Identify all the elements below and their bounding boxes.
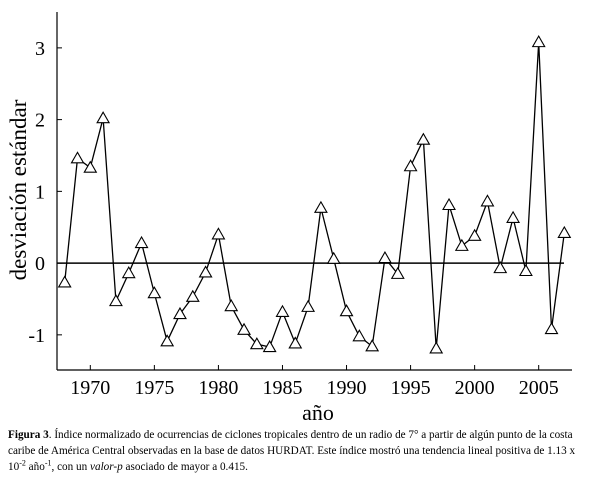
x-tick-label: 1990 (327, 377, 367, 399)
y-tick-label: 3 (35, 38, 45, 60)
point-marker (313, 200, 328, 213)
point-marker (211, 227, 226, 240)
point-marker (531, 35, 546, 48)
caption-text: , con un (51, 461, 91, 473)
point-marker (326, 251, 341, 264)
x-tick-label: 1975 (134, 377, 174, 399)
point-marker (493, 261, 508, 274)
point-marker (160, 334, 175, 347)
point-marker (442, 197, 456, 211)
point-marker (147, 286, 162, 299)
point-marker (121, 266, 136, 279)
data-line (64, 42, 565, 349)
point-marker (57, 275, 72, 288)
point-marker (301, 299, 316, 312)
caption-italic: valor-p (90, 461, 123, 473)
caption-text: año (25, 461, 45, 473)
x-tick-label: 2005 (519, 377, 559, 399)
y-axis-label: desviación estándar (6, 99, 31, 280)
point-marker (518, 263, 533, 277)
point-marker (134, 235, 149, 249)
point-marker (378, 250, 392, 264)
point-marker (173, 306, 187, 320)
point-marker (275, 304, 290, 317)
x-axis-label: año (302, 400, 334, 424)
point-marker (96, 111, 111, 124)
y-tick-label: 1 (35, 181, 45, 203)
caption-text: . Índice normalizado de ocurrencias de c… (8, 429, 576, 473)
point-marker (70, 151, 85, 164)
point-marker (416, 132, 431, 145)
caption-sup: -1 (44, 458, 52, 468)
point-marker (198, 265, 213, 278)
x-tick-label: 1995 (391, 377, 431, 399)
x-tick-label: 1970 (70, 377, 110, 399)
point-marker (288, 336, 303, 349)
point-marker (544, 321, 559, 335)
y-tick-label: -1 (28, 325, 45, 347)
point-marker (185, 289, 200, 302)
point-marker (237, 322, 251, 335)
point-marker (262, 339, 277, 353)
caption-text: asociado de mayor a 0.415. (122, 461, 248, 473)
point-marker (429, 341, 444, 354)
point-marker (365, 339, 380, 352)
point-marker (480, 194, 495, 207)
point-marker (557, 225, 572, 239)
y-tick-label: 0 (35, 253, 45, 275)
caption-label: Figura 3 (8, 429, 49, 441)
point-marker (352, 329, 367, 342)
point-marker (108, 294, 123, 307)
point-marker (506, 210, 521, 223)
point-marker (403, 159, 418, 172)
point-marker (249, 337, 264, 350)
point-marker (454, 238, 469, 251)
x-tick-label: 1980 (198, 377, 238, 399)
point-marker (339, 304, 354, 317)
point-marker (390, 266, 405, 279)
caption: Figura 3. Índice normalizado de ocurrenc… (8, 427, 588, 475)
chart: año desviación estándar 1970 1975 1980 1985… (6, 12, 572, 425)
point-marker (83, 160, 98, 173)
x-tick-label: 2000 (455, 377, 495, 399)
x-tick-label: 1985 (262, 377, 302, 399)
point-marker (467, 228, 482, 241)
y-tick-label: 2 (35, 110, 45, 132)
point-marker (224, 299, 239, 312)
caption-sup: -2 (19, 458, 26, 468)
